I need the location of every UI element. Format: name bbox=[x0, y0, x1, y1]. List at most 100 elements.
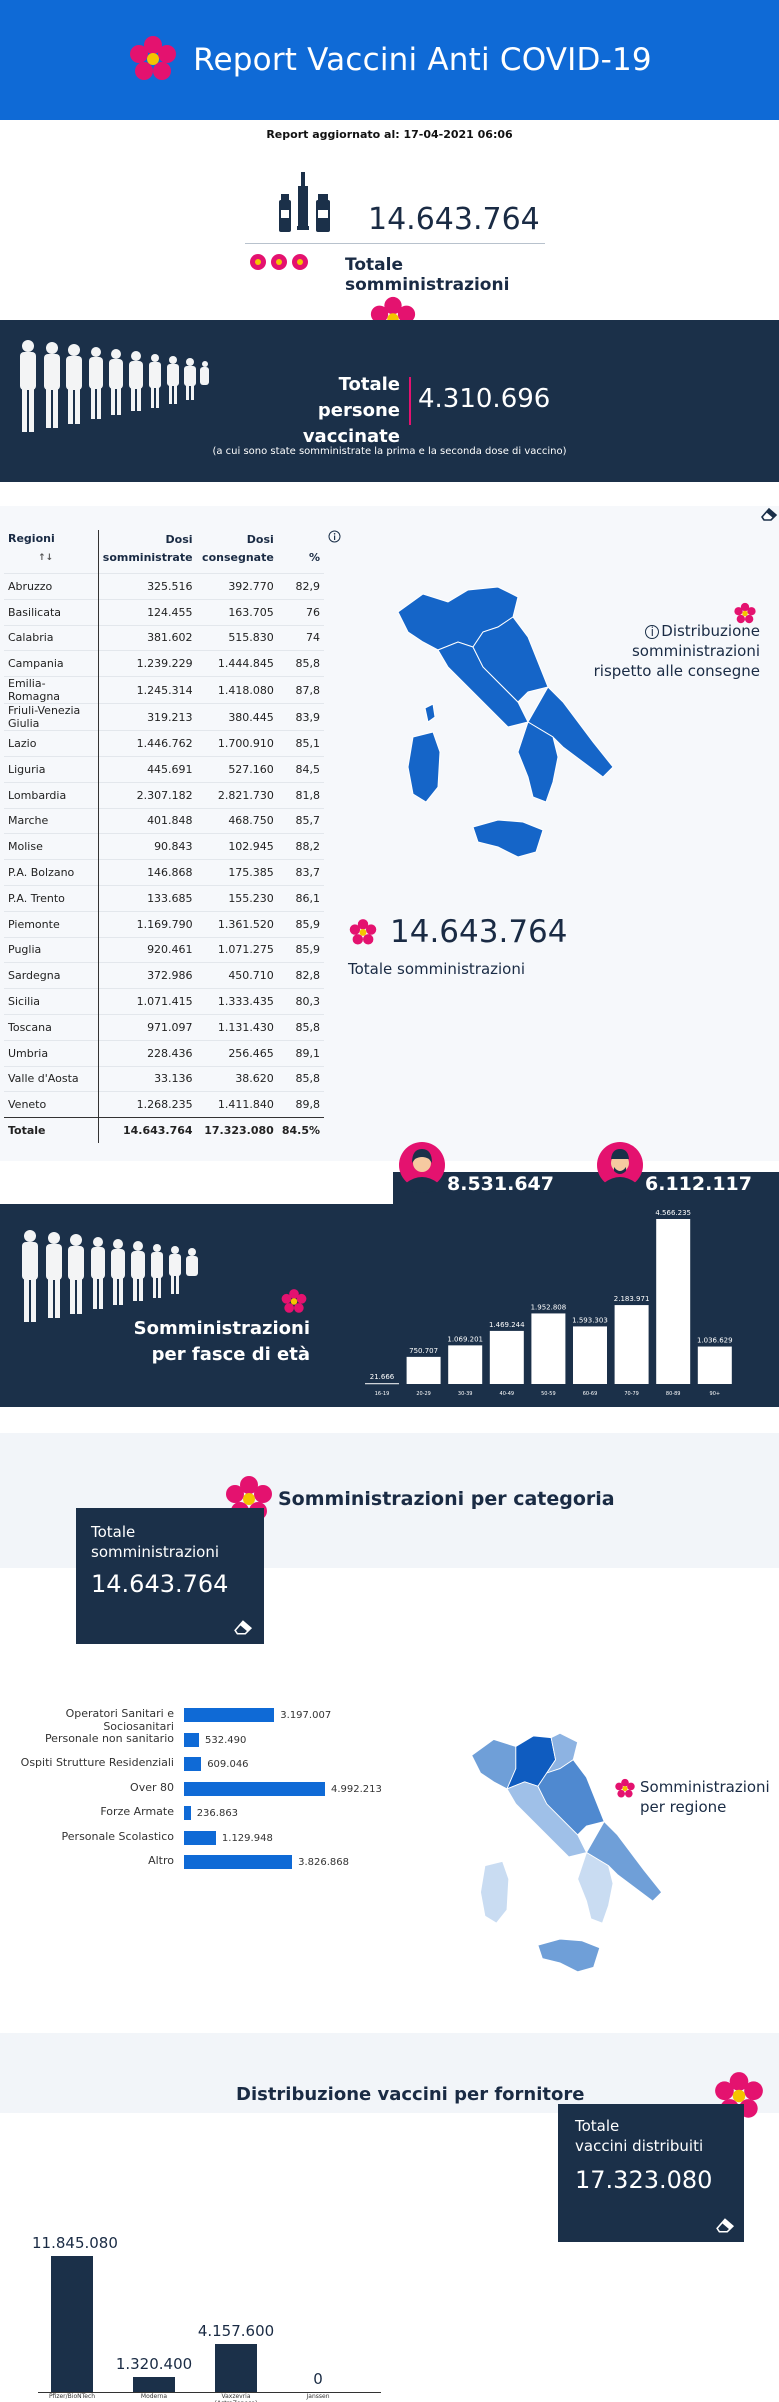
category-value: 1.129.948 bbox=[221, 1832, 273, 1844]
three-flowers-icon bbox=[250, 254, 308, 270]
supplier-label: Pfizer/BioNTech bbox=[48, 2393, 96, 2400]
category-row[interactable]: Forze Armate 236.863 bbox=[0, 1803, 400, 1823]
age-bar[interactable] bbox=[656, 1219, 691, 1384]
category-bar[interactable] bbox=[184, 1806, 191, 1820]
table-row[interactable]: Lazio 1.446.762 1.700.910 85,1 bbox=[4, 730, 324, 757]
cell-delivered: 38.620 bbox=[196, 1065, 278, 1092]
supplier-bar[interactable] bbox=[51, 2256, 93, 2392]
eraser-icon[interactable] bbox=[714, 2216, 736, 2234]
cell-administered: 971.097 bbox=[98, 1013, 197, 1041]
age-bar[interactable] bbox=[365, 1383, 399, 1385]
male-avatar-icon[interactable] bbox=[596, 1137, 644, 1197]
table-row[interactable]: Campania 1.239.229 1.444.845 85,8 bbox=[4, 650, 324, 677]
cell-administered: 1.071.415 bbox=[98, 988, 197, 1015]
cell-administered: 14.643.764 bbox=[98, 1117, 197, 1144]
category-title: Somministrazioni per categoria bbox=[278, 1488, 615, 1510]
cell-delivered: 1.361.520 bbox=[196, 910, 278, 938]
cell-administered: 372.986 bbox=[98, 962, 197, 989]
table-row[interactable]: Valle d'Aosta 33.136 38.620 85,8 bbox=[4, 1065, 324, 1092]
age-bar[interactable] bbox=[448, 1345, 483, 1384]
age-bar[interactable] bbox=[489, 1330, 524, 1384]
cell-pct: 82,9 bbox=[277, 573, 324, 600]
info-icon[interactable] bbox=[328, 530, 341, 543]
table-row[interactable]: Abruzzo 325.516 392.770 82,9 bbox=[4, 573, 324, 600]
age-bar[interactable] bbox=[697, 1346, 732, 1384]
table-row[interactable]: Veneto 1.268.235 1.411.840 89,8 bbox=[4, 1091, 324, 1118]
accent-divider bbox=[409, 377, 411, 425]
age-bar[interactable] bbox=[531, 1313, 566, 1384]
table-row[interactable]: Umbria 228.436 256.465 89,1 bbox=[4, 1039, 324, 1067]
category-bar[interactable] bbox=[184, 1732, 200, 1747]
cell-pct: 85,9 bbox=[277, 936, 324, 963]
table-row[interactable]: Molise 90.843 102.945 88,2 bbox=[4, 833, 324, 860]
supplier-bar[interactable] bbox=[215, 2344, 257, 2392]
cell-pct: 89,1 bbox=[277, 1039, 324, 1067]
sort-icon[interactable]: ↑↓ bbox=[38, 553, 54, 563]
age-bar[interactable] bbox=[573, 1326, 607, 1384]
age-bar-category: 50-59 bbox=[541, 1391, 556, 1397]
cell-administered: 1.239.229 bbox=[98, 650, 197, 677]
age-bar[interactable] bbox=[406, 1356, 441, 1384]
table-row[interactable]: Marche 401.848 468.750 85,7 bbox=[4, 807, 324, 834]
table-row[interactable]: Puglia 920.461 1.071.275 85,9 bbox=[4, 936, 324, 963]
table-row[interactable]: Lombardia 2.307.182 2.821.730 81,8 bbox=[4, 781, 324, 809]
category-bar[interactable] bbox=[184, 1830, 216, 1845]
column-header-delivered[interactable]: Dosi consegnate bbox=[202, 533, 274, 564]
vaccinated-label: Totale persone vaccinate bbox=[302, 374, 400, 447]
category-bar[interactable] bbox=[184, 1757, 202, 1771]
table-row[interactable]: Calabria 381.602 515.830 74 bbox=[4, 624, 324, 651]
cell-delivered: 1.700.910 bbox=[196, 730, 278, 757]
cell-region: Puglia bbox=[4, 936, 99, 963]
table-row[interactable]: Emilia-Romagna 1.245.314 1.418.080 87,8 bbox=[4, 676, 324, 704]
cell-region: Marche bbox=[4, 807, 99, 834]
column-header-percent[interactable]: % bbox=[308, 551, 320, 564]
table-row[interactable]: Sardegna 372.986 450.710 82,8 bbox=[4, 962, 324, 989]
age-bar-value: 1.036.629 bbox=[697, 1337, 733, 1345]
table-total-row[interactable]: Totale 14.643.764 17.323.080 84.5% bbox=[4, 1117, 324, 1144]
italy-region-map[interactable] bbox=[440, 1720, 680, 1985]
male-administrations: 6.112.117 bbox=[645, 1173, 752, 1195]
supplier-bar[interactable] bbox=[133, 2376, 175, 2392]
category-bar[interactable] bbox=[184, 1855, 293, 1869]
category-row[interactable]: Personale Scolastico 1.129.948 bbox=[0, 1828, 400, 1848]
cell-delivered: 256.465 bbox=[196, 1039, 278, 1067]
female-avatar-icon[interactable] bbox=[398, 1137, 446, 1197]
table-row[interactable]: Friuli-Venezia Giulia 319.213 380.445 83,9 bbox=[4, 703, 324, 731]
column-header-region[interactable]: Regioni ↑↓ bbox=[4, 530, 99, 574]
table-row[interactable]: P.A. Trento 133.685 155.230 86,1 bbox=[4, 884, 324, 912]
cell-administered: 124.455 bbox=[98, 598, 197, 626]
category-row[interactable]: Ospiti Strutture Residenziali 609.046 bbox=[0, 1754, 400, 1774]
cell-region: P.A. Trento bbox=[4, 884, 99, 912]
table-row[interactable]: Liguria 445.691 527.160 84,5 bbox=[4, 755, 324, 783]
supplier-total-value: 17.323.080 bbox=[575, 2166, 713, 2194]
total-administrations-value: 14.643.764 bbox=[368, 202, 540, 237]
cell-delivered: 450.710 bbox=[196, 962, 278, 989]
regions-table: Regioni ↑↓ Dosi somministrate Dosi consegn… bbox=[4, 530, 324, 1144]
category-bar[interactable] bbox=[184, 1708, 275, 1722]
cell-delivered: 1.071.275 bbox=[196, 936, 278, 963]
flower-icon bbox=[281, 1289, 307, 1313]
italy-map[interactable] bbox=[378, 572, 618, 872]
table-row[interactable]: Piemonte 1.169.790 1.361.520 85,9 bbox=[4, 910, 324, 938]
table-row[interactable]: Basilicata 124.455 163.705 76 bbox=[4, 598, 324, 626]
category-row[interactable]: Over 80 4.992.213 bbox=[0, 1779, 400, 1799]
info-icon[interactable]: i bbox=[645, 625, 660, 639]
eraser-icon[interactable] bbox=[760, 506, 778, 522]
table-row[interactable]: Toscana 971.097 1.131.430 85,8 bbox=[4, 1013, 324, 1041]
table-row[interactable]: P.A. Bolzano 146.868 175.385 83,7 bbox=[4, 859, 324, 886]
cell-administered: 146.868 bbox=[98, 859, 197, 886]
category-bar[interactable] bbox=[184, 1781, 325, 1796]
category-row[interactable]: Personale non sanitario 532.490 bbox=[0, 1730, 400, 1750]
cell-delivered: 1.131.430 bbox=[196, 1013, 278, 1041]
table-row[interactable]: Sicilia 1.071.415 1.333.435 80,3 bbox=[4, 988, 324, 1015]
category-row[interactable]: Altro 3.826.868 bbox=[0, 1852, 400, 1872]
category-row[interactable]: Operatori Sanitari e Sociosanitari 3.197.… bbox=[0, 1705, 400, 1733]
column-header-administered[interactable]: Dosi somministrate bbox=[102, 533, 193, 564]
age-bar[interactable] bbox=[614, 1305, 649, 1384]
age-bar-category: 80-89 bbox=[666, 1391, 681, 1397]
age-bar-value: 1.593.303 bbox=[572, 1316, 608, 1324]
cell-pct: 83,7 bbox=[277, 859, 324, 886]
cell-administered: 381.602 bbox=[98, 624, 197, 651]
eraser-icon[interactable] bbox=[232, 1618, 254, 1636]
age-bar-chart: 21.666 16-19 750.707 20-29 1.069.201 30-39 1.4… bbox=[365, 1209, 733, 1397]
